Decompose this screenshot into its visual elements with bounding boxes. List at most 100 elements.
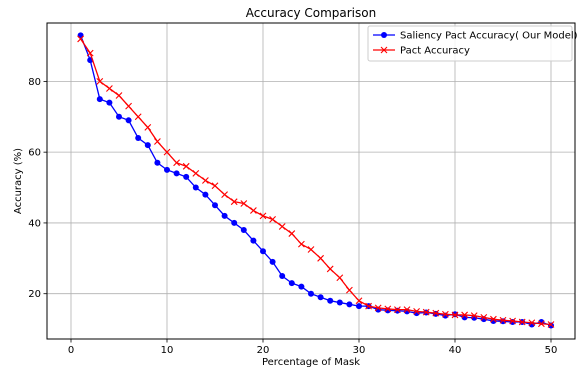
data-point <box>183 173 190 180</box>
data-point <box>307 246 315 253</box>
data-point <box>115 92 123 99</box>
data-point <box>317 294 324 301</box>
data-point <box>384 305 392 313</box>
data-point <box>461 311 468 319</box>
data-point <box>221 212 228 219</box>
data-point <box>317 254 324 262</box>
data-point <box>231 219 238 226</box>
data-point <box>260 248 266 255</box>
data-point <box>279 273 286 280</box>
data-point <box>86 49 94 57</box>
data-point <box>230 198 238 206</box>
data-point <box>211 182 219 190</box>
data-point <box>135 135 142 142</box>
data-point <box>164 166 170 173</box>
x-axis-label: Percentage of Mask <box>262 357 360 368</box>
data-point <box>154 159 161 166</box>
data-point <box>308 290 314 297</box>
data-point <box>106 85 113 92</box>
data-point <box>106 99 113 106</box>
data-point <box>336 274 344 282</box>
data-point <box>336 299 343 306</box>
legend-marker-pact <box>380 46 388 54</box>
data-point <box>538 320 545 328</box>
data-point <box>413 308 420 315</box>
data-point <box>509 317 516 325</box>
data-point <box>173 170 180 177</box>
data-point <box>374 304 382 312</box>
y-tick-label: 60 <box>28 148 41 159</box>
grid-lines <box>47 23 575 339</box>
legend-label-saliency: Saliency Pact Accuracy( Our Model) <box>400 31 578 42</box>
series-pact <box>77 35 555 328</box>
data-point <box>499 316 507 324</box>
data-point <box>163 148 171 156</box>
data-point <box>144 142 151 149</box>
data-point <box>259 212 267 220</box>
y-tick-label: 80 <box>28 77 41 88</box>
data-point <box>326 265 334 273</box>
data-point <box>346 301 353 308</box>
data-point <box>298 283 305 290</box>
data-point <box>355 297 363 305</box>
data-point <box>240 200 248 207</box>
data-point <box>202 191 209 198</box>
data-point <box>500 318 506 325</box>
data-point <box>269 216 276 223</box>
legend-label-pact: Pact Accuracy <box>400 46 470 57</box>
data-point <box>490 315 497 323</box>
data-point <box>182 162 190 170</box>
data-point <box>250 237 257 244</box>
data-point <box>154 138 161 145</box>
data-point <box>432 309 440 317</box>
data-point <box>202 177 209 184</box>
y-tick-label: 40 <box>28 218 41 229</box>
x-tick-label: 20 <box>257 345 270 356</box>
plot-frame <box>46 22 576 340</box>
data-point <box>298 240 305 248</box>
data-point <box>548 322 554 329</box>
data-point <box>125 117 132 124</box>
axis-ticks: 0 10 20 30 40 50 20 40 60 80 <box>28 77 557 356</box>
data-point <box>96 77 104 85</box>
data-point <box>125 102 132 110</box>
legend-box <box>367 25 573 62</box>
series-layer <box>77 32 555 329</box>
data-point <box>221 191 228 199</box>
data-point <box>288 230 296 237</box>
y-tick-label: 20 <box>28 289 41 300</box>
x-tick-label: 30 <box>353 345 366 356</box>
x-tick-label: 10 <box>161 345 174 356</box>
data-point <box>327 297 334 304</box>
data-point <box>346 286 353 294</box>
data-point <box>144 124 152 131</box>
data-point <box>134 113 142 121</box>
data-point <box>480 314 488 321</box>
data-point <box>240 227 247 234</box>
data-point <box>192 184 199 191</box>
data-point <box>509 319 516 326</box>
data-point <box>518 318 526 326</box>
legend: Saliency Pact Accuracy( Our Model) Pact … <box>367 25 578 62</box>
data-point <box>528 319 536 327</box>
legend-marker-saliency <box>381 32 387 38</box>
legend-x-marker <box>380 46 388 54</box>
data-point <box>96 96 103 103</box>
data-point <box>269 258 276 265</box>
data-point <box>173 159 180 167</box>
x-tick-label: 40 <box>449 345 462 356</box>
data-point <box>356 303 362 310</box>
data-point <box>547 321 555 328</box>
data-point <box>442 310 449 318</box>
x-tick-label: 0 <box>68 345 74 356</box>
y-axis-label: Accuracy (%) <box>13 148 24 214</box>
data-point <box>422 308 430 316</box>
data-point <box>451 311 459 319</box>
data-point <box>192 170 200 177</box>
data-point <box>394 307 401 314</box>
data-point <box>365 302 372 310</box>
chart-title: Accuracy Comparison <box>246 6 376 20</box>
data-point <box>250 207 257 214</box>
data-point <box>470 312 478 320</box>
